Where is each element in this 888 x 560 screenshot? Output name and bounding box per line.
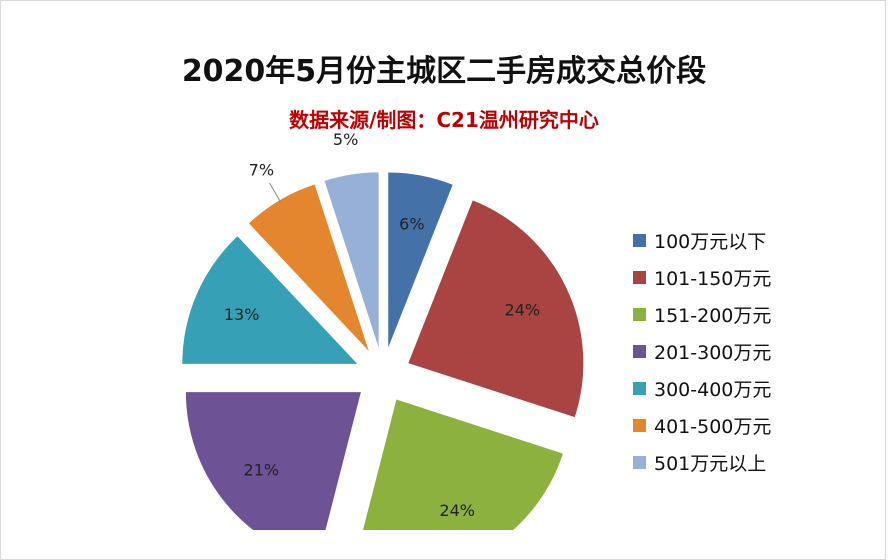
legend-label: 501万元以上 (654, 453, 767, 475)
data-label-4: 21% (244, 460, 280, 479)
data-label-3: 24% (439, 501, 475, 520)
legend-label: 401-500万元 (654, 416, 772, 438)
pie-chart: 6% 24% 24% 21% 13% 7% 5% (182, 130, 584, 530)
pie-slice-5 (182, 236, 358, 364)
legend-label: 151-200万元 (654, 305, 772, 327)
pie-slice-7 (324, 172, 379, 348)
legend-label: 101-150万元 (654, 268, 772, 290)
legend-label: 201-300万元 (654, 342, 772, 364)
legend-swatch (633, 456, 646, 469)
legend-item-7: 501万元以上 (633, 444, 771, 481)
chart-legend: 100万元以下 101-150万元 151-200万元 201-300万元 300-40… (633, 222, 771, 481)
legend-swatch (633, 345, 646, 358)
data-label-2: 24% (505, 300, 541, 319)
legend-item-6: 401-500万元 (633, 407, 771, 444)
legend-item-1: 100万元以下 (633, 222, 771, 259)
legend-swatch (633, 419, 646, 432)
legend-swatch (633, 234, 646, 247)
leader-line-6 (269, 182, 282, 203)
legend-label: 100万元以下 (654, 231, 767, 253)
legend-item-2: 101-150万元 (633, 259, 771, 296)
legend-swatch (633, 308, 646, 321)
legend-item-4: 201-300万元 (633, 333, 771, 370)
legend-label: 300-400万元 (654, 379, 772, 401)
data-label-5: 13% (224, 305, 260, 324)
legend-item-5: 300-400万元 (633, 370, 771, 407)
pie-slice-3 (362, 399, 563, 530)
legend-swatch (633, 382, 646, 395)
pie-slice-4 (185, 392, 361, 530)
data-label-1: 6% (399, 215, 424, 234)
pie-slice-6 (248, 184, 369, 351)
pie-slice-1 (388, 172, 453, 348)
pie-slice-2 (408, 200, 584, 418)
chart-subtitle: 数据来源/制图：C21温州研究中心 (289, 108, 599, 132)
chart-title: 2020年5月份主城区二手房成交总价段 (181, 54, 707, 89)
data-label-7: 5% (333, 130, 358, 149)
data-label-6: 7% (249, 160, 274, 179)
legend-swatch (633, 271, 646, 284)
legend-item-3: 151-200万元 (633, 296, 771, 333)
